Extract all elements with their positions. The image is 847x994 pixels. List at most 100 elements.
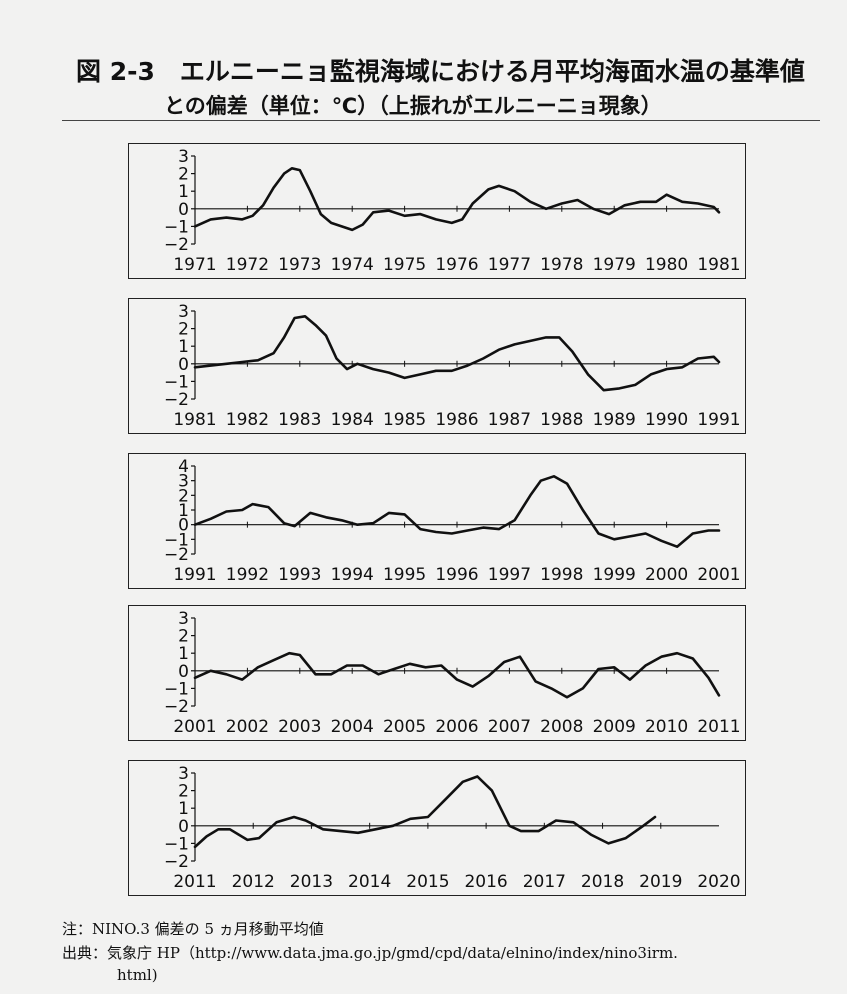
chart-panel-1971-1981: 3 2 1 0 −1 −2 1971 1972 1973 1974 1975 1976 1977 1978… (128, 143, 746, 279)
x-tick-label: 2012 (232, 872, 275, 892)
x-tick-label: 2015 (406, 872, 449, 892)
figure-subtitle: との偏差（単位：℃）（上振れがエルニーニョ現象） (164, 94, 662, 118)
x-tick-label: 1975 (383, 255, 426, 275)
y-tick-label: 1 (178, 337, 189, 357)
x-tick-label: 1983 (278, 410, 321, 430)
x-tick-label: 1971 (173, 255, 216, 275)
x-tick-label: 1986 (435, 410, 478, 430)
y-tick-label: 2 (178, 165, 189, 185)
y-tick-label: 1 (178, 501, 189, 521)
x-tick-label: 1988 (540, 410, 583, 430)
source-citation-continued: html) (117, 966, 158, 984)
sst-anomaly-line (193, 474, 721, 548)
x-tick-label: 2011 (173, 872, 216, 892)
y-tick-label: −2 (164, 390, 189, 410)
y-tick-label: −1 (164, 372, 189, 392)
x-tick-label: 1977 (488, 255, 531, 275)
x-tick-label: 2001 (173, 717, 216, 737)
y-tick-label: 0 (178, 516, 189, 536)
y-tick-label: −1 (164, 530, 189, 550)
title-divider (62, 120, 820, 121)
chart-panel-2011-2020: 3 2 1 0 −1 −2 2011 2012 2013 2014 2015 2016 2017 2018… (128, 760, 746, 896)
x-tick-label: 2019 (639, 872, 682, 892)
x-tick-label: 2000 (645, 565, 688, 585)
x-tick-label: 1990 (645, 410, 688, 430)
x-tick-label: 2008 (540, 717, 583, 737)
x-tick-label: 1989 (593, 410, 636, 430)
x-tick-label: 1991 (173, 565, 216, 585)
y-tick-label: −1 (164, 679, 189, 699)
x-tick-label: 2005 (383, 717, 426, 737)
y-tick-label: 2 (178, 782, 189, 802)
x-tick-label: 1984 (331, 410, 374, 430)
y-tick-label: 0 (178, 817, 189, 837)
y-tick-label: 3 (178, 764, 189, 784)
y-tick-label: −2 (164, 852, 189, 872)
y-tick-label: 3 (178, 472, 189, 492)
x-tick-label: 1987 (488, 410, 531, 430)
x-tick-label: 2020 (697, 872, 740, 892)
x-tick-label: 1999 (593, 565, 636, 585)
x-tick-label: 1982 (226, 410, 269, 430)
y-tick-label: 0 (178, 200, 189, 220)
x-tick-label: 1980 (645, 255, 688, 275)
x-tick-label: 2007 (488, 717, 531, 737)
y-tick-label: −1 (164, 217, 189, 237)
x-tick-label: 2004 (331, 717, 374, 737)
x-tick-label: 1979 (593, 255, 636, 275)
x-tick-label: 1981 (697, 255, 740, 275)
y-tick-label: 3 (178, 609, 189, 629)
x-tick-label: 2018 (581, 872, 624, 892)
y-tick-label: 0 (178, 355, 189, 375)
x-tick-label: 1976 (435, 255, 478, 275)
x-tick-label: 2006 (435, 717, 478, 737)
x-tick-label: 1978 (540, 255, 583, 275)
x-tick-label: 1992 (226, 565, 269, 585)
y-tick-label: 2 (178, 486, 189, 506)
figure-title: 図 2-3 エルニーニョ監視海域における月平均海面水温の基準値 (76, 57, 805, 86)
x-tick-label: 1974 (331, 255, 374, 275)
sst-anomaly-line (193, 775, 657, 849)
x-tick-label: 2010 (645, 717, 688, 737)
x-tick-label: 2001 (697, 565, 740, 585)
chart-note: 注：NINO.3 偏差の 5 ヵ月移動平均値 (62, 920, 324, 938)
x-tick-label: 2017 (523, 872, 566, 892)
x-tick-label: 2009 (593, 717, 636, 737)
y-tick-label: 3 (178, 147, 189, 167)
x-tick-label: 1997 (488, 565, 531, 585)
x-tick-label: 1998 (540, 565, 583, 585)
x-tick-label: 1972 (226, 255, 269, 275)
x-tick-label: 1981 (173, 410, 216, 430)
y-tick-label: 2 (178, 320, 189, 340)
x-tick-label: 1996 (435, 565, 478, 585)
y-tick-label: 1 (178, 182, 189, 202)
y-tick-label: 3 (178, 302, 189, 322)
x-tick-label: 2002 (226, 717, 269, 737)
sst-anomaly-line (193, 651, 721, 699)
x-tick-label: 2014 (348, 872, 391, 892)
x-tick-label: 2003 (278, 717, 321, 737)
y-tick-label: −1 (164, 834, 189, 854)
y-tick-label: −2 (164, 545, 189, 565)
x-tick-label: 2016 (464, 872, 507, 892)
y-tick-label: −2 (164, 697, 189, 717)
x-tick-label: 1994 (331, 565, 374, 585)
chart-panel-1981-1991: 3 2 1 0 −1 −2 1981 1982 1983 1984 1985 1986 1987 1988… (128, 298, 746, 434)
x-tick-label: 1995 (383, 565, 426, 585)
y-tick-label: 4 (178, 457, 189, 477)
y-tick-label: 1 (178, 644, 189, 664)
x-tick-label: 1985 (383, 410, 426, 430)
y-tick-label: 0 (178, 662, 189, 682)
source-citation: 出典：気象庁 HP（http://www.data.jma.go.jp/gmd/… (62, 944, 678, 962)
y-tick-label: 1 (178, 799, 189, 819)
chart-panel-1991-2001: 4 3 2 1 0 −1 −2 1991 1992 1993 1994 1995 1996 1997 199… (128, 453, 746, 589)
sst-anomaly-line (193, 166, 721, 232)
y-tick-label: 2 (178, 627, 189, 647)
x-tick-label: 1993 (278, 565, 321, 585)
x-tick-label: 2011 (697, 717, 740, 737)
x-tick-label: 1973 (278, 255, 321, 275)
